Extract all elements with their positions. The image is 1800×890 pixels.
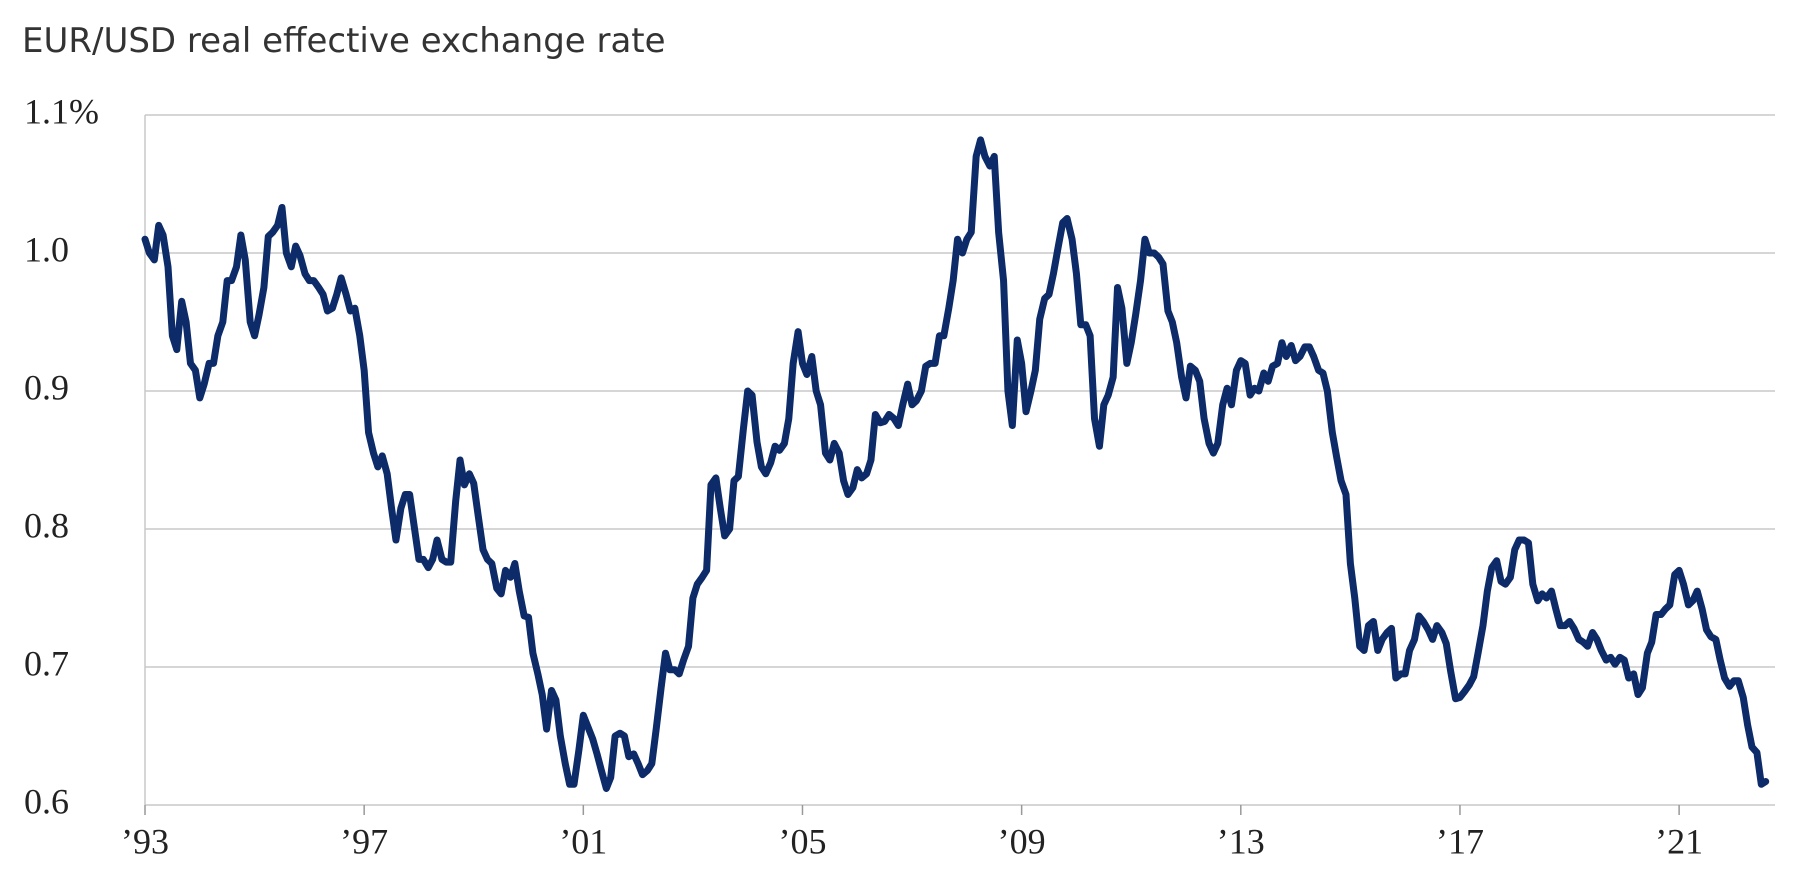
x-tick-label: ’13: [1217, 821, 1265, 861]
y-tick-label: 1.0: [24, 229, 69, 269]
y-tick-label: 0.6: [24, 781, 69, 821]
x-tick-label: ’09: [998, 821, 1046, 861]
x-tick-label: ’01: [559, 821, 607, 861]
x-tick-label: ’97: [340, 821, 388, 861]
x-tick-label: ’05: [778, 821, 826, 861]
y-tick-label: 0.8: [24, 505, 69, 545]
y-tick-label: 1.1%: [24, 91, 99, 131]
y-tick-label: 0.9: [24, 367, 69, 407]
chart-title: EUR/USD real effective exchange rate: [22, 21, 666, 61]
x-tick-label: ’21: [1655, 821, 1703, 861]
line-series: [141, 136, 1770, 792]
x-tick-label: ’93: [121, 821, 169, 861]
y-tick-label: 0.7: [24, 643, 69, 683]
x-tick-label: ’17: [1436, 821, 1484, 861]
